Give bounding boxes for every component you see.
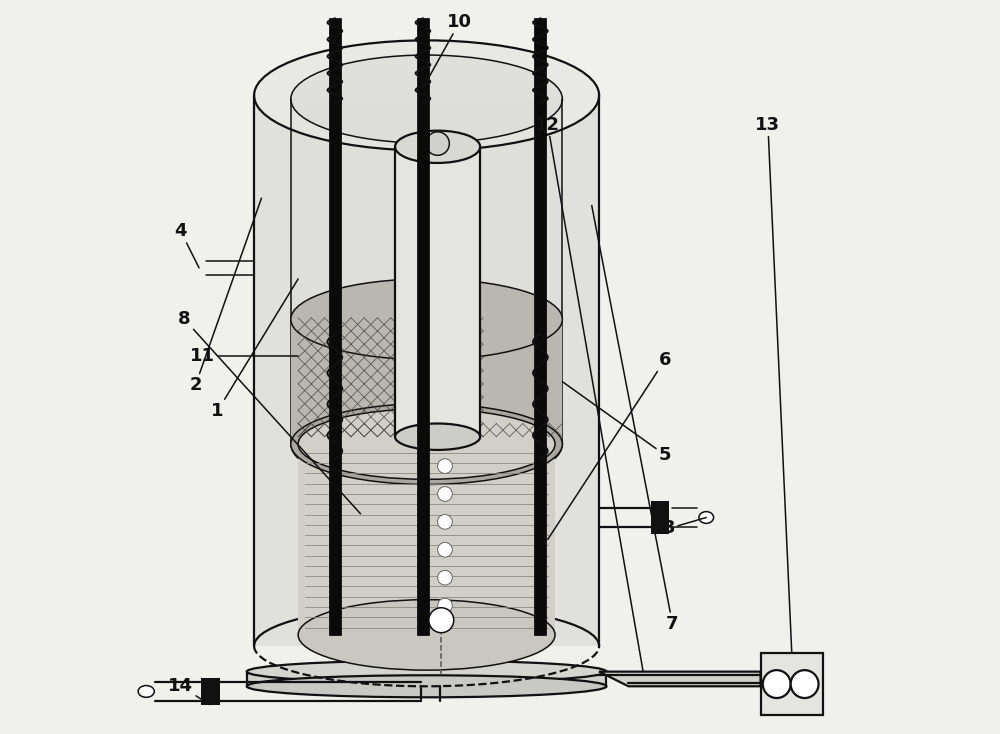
Text: 3: 3 <box>663 517 706 537</box>
Circle shape <box>791 670 819 698</box>
Bar <box>417 18 429 635</box>
Circle shape <box>438 542 452 557</box>
Ellipse shape <box>291 55 562 143</box>
Text: 13: 13 <box>755 116 792 653</box>
Bar <box>291 319 562 444</box>
Bar <box>291 99 562 444</box>
Bar <box>651 501 669 534</box>
Bar <box>395 147 480 437</box>
Circle shape <box>438 487 452 501</box>
Ellipse shape <box>254 40 599 150</box>
Text: 11: 11 <box>190 347 298 365</box>
Text: 4: 4 <box>174 222 199 268</box>
Circle shape <box>426 132 449 156</box>
Circle shape <box>438 598 452 613</box>
Bar <box>247 672 606 686</box>
Text: 5: 5 <box>562 382 671 464</box>
Circle shape <box>438 515 452 529</box>
Ellipse shape <box>395 424 480 450</box>
Text: 2: 2 <box>189 198 261 394</box>
Ellipse shape <box>298 600 555 670</box>
Bar <box>201 678 220 705</box>
Circle shape <box>438 459 452 473</box>
Ellipse shape <box>291 279 562 360</box>
Text: 8: 8 <box>178 310 361 514</box>
Bar <box>534 18 546 635</box>
Ellipse shape <box>247 661 606 683</box>
Bar <box>254 95 599 646</box>
Text: 7: 7 <box>592 206 679 633</box>
Ellipse shape <box>699 512 714 523</box>
Bar <box>298 444 555 635</box>
Ellipse shape <box>247 675 606 697</box>
Circle shape <box>438 570 452 585</box>
Text: 6: 6 <box>548 351 671 539</box>
Circle shape <box>429 608 454 633</box>
Ellipse shape <box>298 409 555 479</box>
Text: 1: 1 <box>211 279 298 420</box>
Text: 12: 12 <box>535 116 643 672</box>
Ellipse shape <box>291 404 562 484</box>
Ellipse shape <box>291 400 562 488</box>
Text: 10: 10 <box>423 13 472 88</box>
Ellipse shape <box>138 686 154 697</box>
Circle shape <box>763 670 791 698</box>
Polygon shape <box>599 672 761 686</box>
Ellipse shape <box>395 131 480 163</box>
Bar <box>761 653 823 715</box>
Text: 14: 14 <box>168 677 210 705</box>
Bar <box>329 18 341 635</box>
